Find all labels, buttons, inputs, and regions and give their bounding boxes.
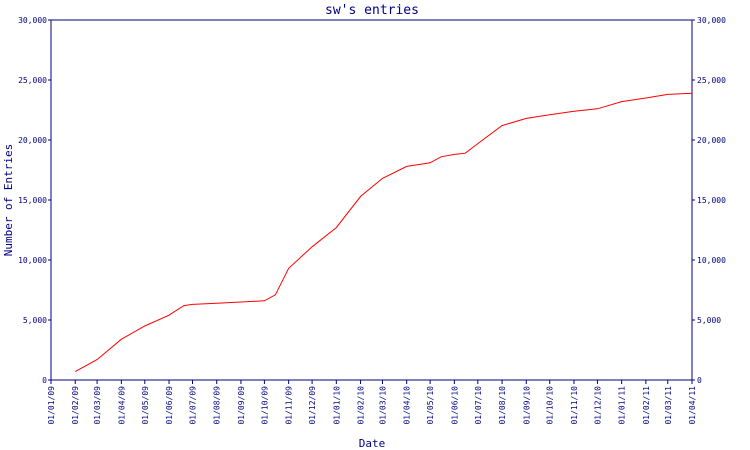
y-tick-label-right: 5,000 — [697, 316, 721, 325]
x-tick-label: 01/02/10 — [357, 386, 366, 425]
y-tick-label: 20,000 — [18, 136, 47, 145]
data-point — [666, 93, 669, 96]
data-point — [691, 92, 694, 95]
x-tick-label: 01/04/09 — [117, 386, 126, 425]
x-tick-label: 01/05/09 — [141, 386, 150, 425]
x-tick-label: 01/12/10 — [593, 386, 602, 425]
x-tick-label: 01/01/09 — [47, 386, 56, 425]
data-point — [501, 124, 504, 127]
data-point — [168, 314, 171, 317]
y-axis-label: Number of Entries — [2, 144, 15, 257]
data-point — [644, 97, 647, 100]
data-point — [74, 370, 77, 373]
x-tick-label: 01/11/09 — [285, 386, 294, 425]
data-point — [359, 195, 362, 198]
data-point — [287, 267, 290, 270]
y-tick-label: 30,000 — [18, 16, 47, 25]
y-tick-label: 25,000 — [18, 76, 47, 85]
y-tick-label-right: 10,000 — [697, 256, 726, 265]
x-tick-label: 01/09/09 — [237, 386, 246, 425]
x-tick-label: 01/03/11 — [664, 386, 673, 425]
data-point — [240, 301, 243, 304]
data-point — [215, 302, 218, 305]
data-point — [464, 152, 467, 155]
x-tick-label: 01/10/10 — [546, 386, 555, 425]
data-point — [381, 177, 384, 180]
data-point — [596, 107, 599, 110]
data-point — [120, 338, 123, 341]
x-tick-label: 01/12/09 — [308, 386, 317, 425]
x-tick-label: 01/06/09 — [165, 386, 174, 425]
y-tick-label: 0 — [42, 376, 47, 385]
data-point — [525, 117, 528, 120]
x-tick-label: 01/03/10 — [378, 386, 387, 425]
data-point — [335, 226, 338, 229]
x-tick-label: 01/07/10 — [474, 386, 483, 425]
y-tick-label-right: 0 — [697, 376, 702, 385]
x-tick-label: 01/07/09 — [188, 386, 197, 425]
data-point — [620, 100, 623, 103]
data-point — [263, 299, 266, 302]
y-tick-label-right: 15,000 — [697, 196, 726, 205]
series-line — [74, 92, 693, 373]
chart-title: sw's entries — [325, 3, 419, 18]
x-tick-label: 01/04/11 — [688, 386, 697, 425]
y-tick-label-right: 30,000 — [697, 16, 726, 25]
y-tick-label: 5,000 — [23, 316, 47, 325]
data-point — [573, 110, 576, 113]
x-tick-label: 01/08/10 — [498, 386, 507, 425]
data-point — [405, 165, 408, 168]
data-point — [453, 153, 456, 156]
data-point — [311, 245, 314, 248]
x-tick-label: 01/08/09 — [213, 386, 222, 425]
x-tick-label: 01/02/11 — [642, 386, 651, 425]
data-point — [274, 293, 277, 296]
y-tick-label: 15,000 — [18, 196, 47, 205]
x-tick-label: 01/04/10 — [403, 386, 412, 425]
data-point — [191, 303, 194, 306]
data-point — [548, 113, 551, 116]
data-point — [143, 325, 146, 328]
data-point — [476, 142, 479, 145]
x-tick-label: 01/01/10 — [332, 386, 341, 425]
plot-frame — [50, 19, 693, 381]
y-tick-label: 10,000 — [18, 256, 47, 265]
x-tick-label: 01/11/10 — [570, 386, 579, 425]
data-point — [182, 304, 185, 307]
data-point — [429, 161, 432, 164]
x-tick-label: 01/03/09 — [93, 386, 102, 425]
x-axis-label: Date — [359, 437, 386, 450]
y-tick-label-right: 20,000 — [697, 136, 726, 145]
x-tick-label: 01/09/10 — [522, 386, 531, 425]
x-tick-label: 01/01/11 — [618, 386, 627, 425]
x-tick-label: 01/05/10 — [426, 386, 435, 425]
x-tick-label: 01/02/09 — [71, 386, 80, 425]
data-point — [440, 155, 443, 158]
x-tick-label: 01/06/10 — [450, 386, 459, 425]
data-point — [96, 358, 99, 361]
x-tick-label: 01/10/09 — [260, 386, 269, 425]
y-tick-label-right: 25,000 — [697, 76, 726, 85]
